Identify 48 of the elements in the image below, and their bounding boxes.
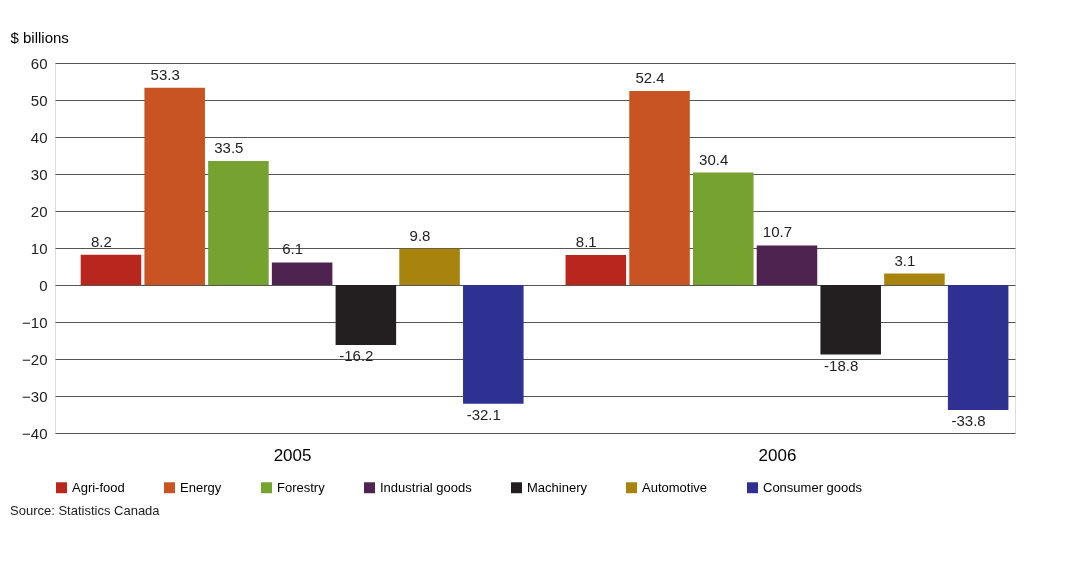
bar bbox=[335, 285, 397, 345]
y-tick-label: 60 bbox=[30, 54, 48, 72]
data-label: -32.1 bbox=[466, 405, 501, 423]
x-tick-label: 2006 bbox=[758, 445, 797, 465]
y-tick-label: 10 bbox=[30, 239, 48, 257]
y-tick-label: 30 bbox=[30, 165, 48, 183]
data-label: -18.8 bbox=[824, 356, 859, 374]
bar bbox=[629, 91, 690, 285]
y-tick-label: −20 bbox=[22, 350, 48, 368]
bar bbox=[692, 172, 754, 285]
bar bbox=[80, 254, 142, 285]
data-label: 10.7 bbox=[762, 223, 793, 241]
legend-label: Machinery bbox=[527, 479, 588, 495]
data-label: 3.1 bbox=[894, 251, 916, 269]
data-label: 8.2 bbox=[90, 232, 112, 250]
bar bbox=[820, 285, 881, 355]
legend-label: Energy bbox=[180, 479, 222, 495]
bar bbox=[399, 248, 460, 285]
legend-label: Agri-food bbox=[72, 479, 125, 495]
y-tick-label: −30 bbox=[22, 387, 48, 405]
y-tick-label: 0 bbox=[39, 276, 48, 294]
y-tick-label: 20 bbox=[30, 202, 48, 220]
data-label: 8.1 bbox=[575, 233, 597, 251]
data-label: 33.5 bbox=[214, 139, 244, 157]
bar bbox=[884, 273, 945, 285]
data-label: 9.8 bbox=[409, 226, 431, 244]
legend-label: Consumer goods bbox=[763, 479, 863, 495]
y-tick-label: 40 bbox=[30, 128, 48, 146]
bar bbox=[756, 245, 818, 285]
bar bbox=[208, 161, 269, 285]
bar bbox=[463, 285, 524, 404]
data-label: 53.3 bbox=[150, 65, 180, 83]
source-note: Source: Statistics Canada bbox=[10, 503, 161, 518]
data-label: 30.4 bbox=[699, 150, 729, 168]
bar bbox=[947, 285, 1009, 411]
y-axis-title: $ billions bbox=[10, 28, 69, 46]
legend-label: Forestry bbox=[277, 479, 326, 495]
y-tick-label: −40 bbox=[22, 424, 48, 442]
data-label: 52.4 bbox=[635, 69, 665, 87]
bar bbox=[565, 255, 627, 285]
bar bbox=[271, 262, 333, 285]
data-label: -33.8 bbox=[951, 412, 986, 430]
legend-label: Industrial goods bbox=[380, 479, 473, 495]
legend-label: Automotive bbox=[642, 479, 708, 495]
x-tick-label: 2005 bbox=[273, 445, 312, 465]
bar bbox=[144, 87, 205, 285]
y-tick-label: −10 bbox=[22, 313, 48, 331]
y-tick-label: 50 bbox=[30, 91, 48, 109]
